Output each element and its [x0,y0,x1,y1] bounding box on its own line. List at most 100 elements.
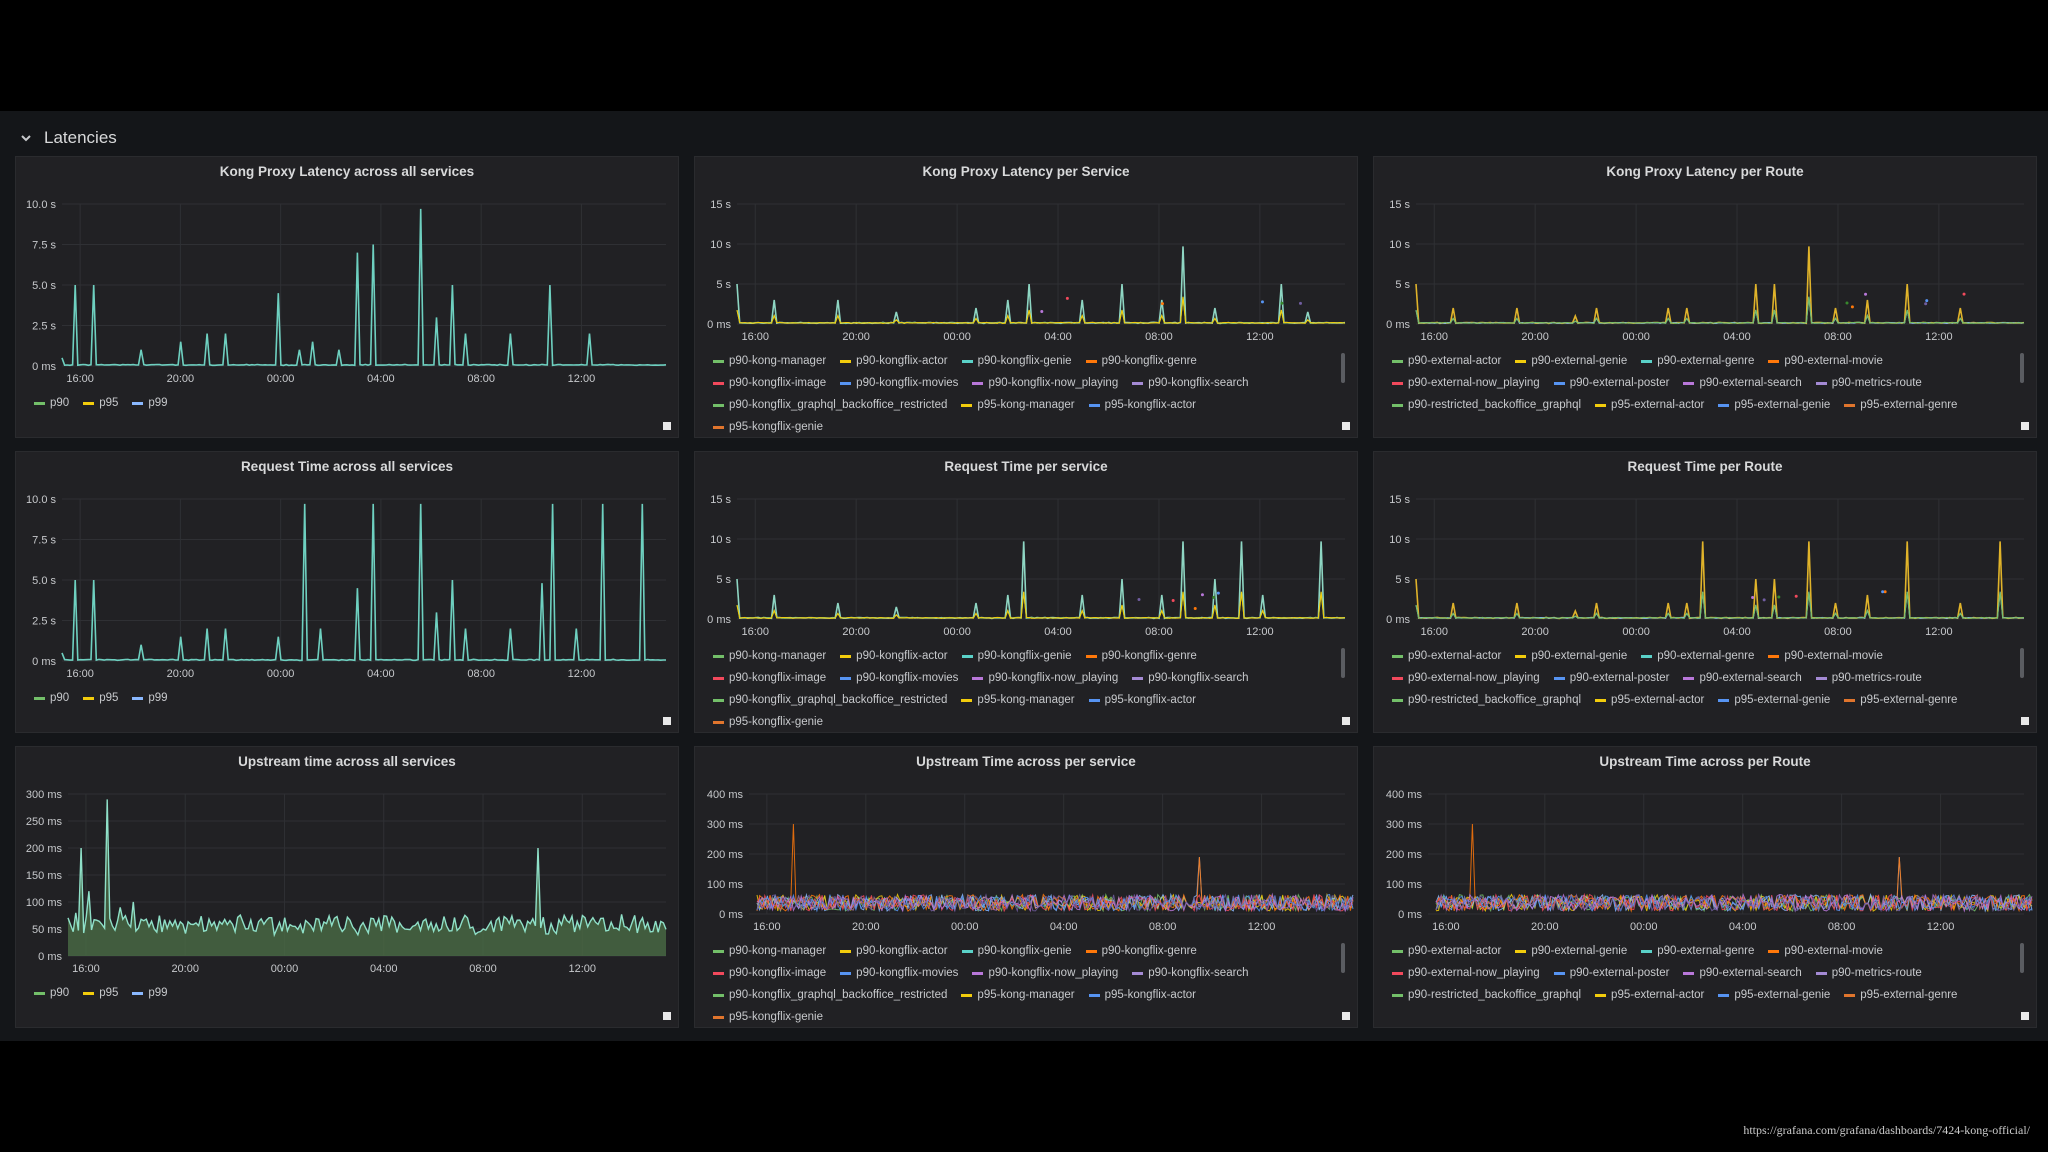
legend-item[interactable]: p90-external-search [1683,963,1802,984]
legend-item[interactable]: p95 [83,983,118,1004]
legend-item[interactable]: p90-kongflix-genre [1085,351,1197,372]
legend-item[interactable]: p90-kongflix-actor [840,351,948,372]
legend-item[interactable]: p90-kongflix-genie [961,646,1072,667]
legend-item[interactable]: p95-external-genie [1718,985,1830,1006]
panel-title[interactable]: Upstream Time across per Route [1599,754,1811,769]
legend-item[interactable]: p95 [83,688,118,709]
legend-item[interactable]: p90-external-movie [1768,646,1883,667]
legend-item[interactable]: p90-metrics-route [1815,963,1922,984]
panel-9[interactable]: Upstream Time across per Route 400 ms 300 … [1373,746,2037,1028]
legend-item[interactable]: p90-kong-manager [713,351,826,372]
panel-title[interactable]: Kong Proxy Latency across all services [219,164,475,179]
legend-item[interactable]: p95-external-genre [1844,395,1957,416]
legend-item[interactable]: p95 [83,393,118,414]
legend-item[interactable]: p90-kongflix-now_playing [972,668,1118,689]
legend-item[interactable]: p95-external-actor [1595,985,1704,1006]
panel-title[interactable]: Request Time per Route [1627,459,1783,474]
legend-item[interactable]: p95-kongflix-genie [713,417,823,438]
resize-handle-icon[interactable] [663,717,671,725]
legend-scrollbar[interactable] [2020,943,2024,973]
legend-item[interactable]: p99 [132,688,168,709]
legend-item[interactable]: p90-external-now_playing [1392,373,1540,394]
legend-item[interactable]: p90-external-poster [1553,373,1669,394]
resize-handle-icon[interactable] [2021,422,2029,430]
legend-item[interactable]: p90-kongflix-movies [840,963,958,984]
resize-handle-icon[interactable] [663,422,671,430]
resize-handle-icon[interactable] [2021,717,2029,725]
legend-item[interactable]: p99 [132,393,168,414]
legend-item[interactable]: p90-kongflix-genie [961,351,1072,372]
legend-item[interactable]: p90-kong-manager [713,646,826,667]
panel-4[interactable]: Request Time across all services 10.0 s 7.… [15,451,679,733]
legend-item[interactable]: p90-external-movie [1768,351,1883,372]
legend-item[interactable]: p90-kongflix-actor [840,941,948,962]
row-header-latencies[interactable]: Latencies [18,123,117,153]
legend-item[interactable]: p90-metrics-route [1815,668,1922,689]
legend-item[interactable]: p90-external-genie [1515,941,1627,962]
panel-2[interactable]: Kong Proxy Latency per Service 15 s 10 s 5 … [694,156,1358,438]
chevron-down-icon[interactable] [18,130,34,146]
panel-6[interactable]: Request Time per Route 15 s 10 s 5 s 0 ms 16:… [1373,451,2037,733]
panel-title[interactable]: Request Time per service [944,459,1108,474]
panel-8[interactable]: Upstream Time across per service 400 ms 30… [694,746,1358,1028]
legend-item[interactable]: p90-kongflix-now_playing [972,373,1118,394]
legend-item[interactable]: p90-external-genre [1641,646,1754,667]
legend-item[interactable]: p90 [34,983,69,1004]
legend-item[interactable]: p99 [132,983,168,1004]
legend-item[interactable]: p95-kongflix-actor [1088,690,1196,711]
legend-item[interactable]: p95-kongflix-actor [1088,395,1196,416]
legend-item[interactable]: p90-kongflix-now_playing [972,963,1118,984]
legend-scrollbar[interactable] [2020,648,2024,678]
legend-item[interactable]: p90-restricted_backoffice_graphql [1392,690,1581,711]
legend-item[interactable]: p95-external-genie [1718,690,1830,711]
legend-item[interactable]: p95-kong-manager [961,395,1075,416]
legend-item[interactable]: p90-kongflix-genre [1085,646,1197,667]
legend-item[interactable]: p90-kongflix-movies [840,668,958,689]
legend-item[interactable]: p95-external-genre [1844,985,1957,1006]
legend-item[interactable]: p95-kongflix-actor [1088,985,1196,1006]
legend-item[interactable]: p90-external-actor [1392,941,1501,962]
legend-item[interactable]: p90-kongflix-image [713,373,826,394]
legend-item[interactable]: p90-external-search [1683,373,1802,394]
legend-scrollbar[interactable] [1341,353,1345,383]
resize-handle-icon[interactable] [1342,1012,1350,1020]
legend-item[interactable]: p90-kongflix-search [1132,668,1249,689]
legend-item[interactable]: p95-kongflix-genie [713,1007,823,1028]
legend-item[interactable]: p90-kongflix-image [713,963,826,984]
legend-item[interactable]: p90-external-movie [1768,941,1883,962]
resize-handle-icon[interactable] [2021,1012,2029,1020]
legend-item[interactable]: p90-kongflix_graphql_backoffice_restrict… [713,690,947,711]
legend-item[interactable]: p90-restricted_backoffice_graphql [1392,985,1581,1006]
panel-7[interactable]: Upstream time across all services 300 ms 2… [15,746,679,1028]
panel-title[interactable]: Upstream Time across per service [916,754,1136,769]
legend-item[interactable]: p95-external-actor [1595,395,1704,416]
legend-item[interactable]: p90-kongflix-search [1132,963,1249,984]
legend-item[interactable]: p90-kongflix-image [713,668,826,689]
panel-title[interactable]: Kong Proxy Latency per Route [1606,164,1804,179]
legend-item[interactable]: p90-kongflix-search [1132,373,1249,394]
panel-title[interactable]: Upstream time across all services [238,754,456,769]
legend-item[interactable]: p95-kongflix-genie [713,712,823,733]
legend-item[interactable]: p90-kongflix-actor [840,646,948,667]
legend-item[interactable]: p90-kong-manager [713,941,826,962]
legend-item[interactable]: p90-external-genie [1515,646,1627,667]
legend-item[interactable]: p90-external-now_playing [1392,963,1540,984]
legend-item[interactable]: p95-external-genie [1718,395,1830,416]
legend-scrollbar[interactable] [1341,943,1345,973]
legend-item[interactable]: p90-kongflix_graphql_backoffice_restrict… [713,985,947,1006]
resize-handle-icon[interactable] [1342,422,1350,430]
legend-item[interactable]: p90-metrics-route [1815,373,1922,394]
legend-scrollbar[interactable] [2020,353,2024,383]
legend-item[interactable]: p90-kongflix-genie [961,941,1072,962]
legend-item[interactable]: p95-external-actor [1595,690,1704,711]
legend-item[interactable]: p90-external-genie [1515,351,1627,372]
legend-item[interactable]: p90 [34,393,69,414]
legend-item[interactable]: p90-kongflix-movies [840,373,958,394]
legend-item[interactable]: p90-restricted_backoffice_graphql [1392,395,1581,416]
legend-item[interactable]: p90-external-search [1683,668,1802,689]
legend-item[interactable]: p95-kong-manager [961,985,1075,1006]
resize-handle-icon[interactable] [663,1012,671,1020]
legend-item[interactable]: p90-external-poster [1553,963,1669,984]
resize-handle-icon[interactable] [1342,717,1350,725]
